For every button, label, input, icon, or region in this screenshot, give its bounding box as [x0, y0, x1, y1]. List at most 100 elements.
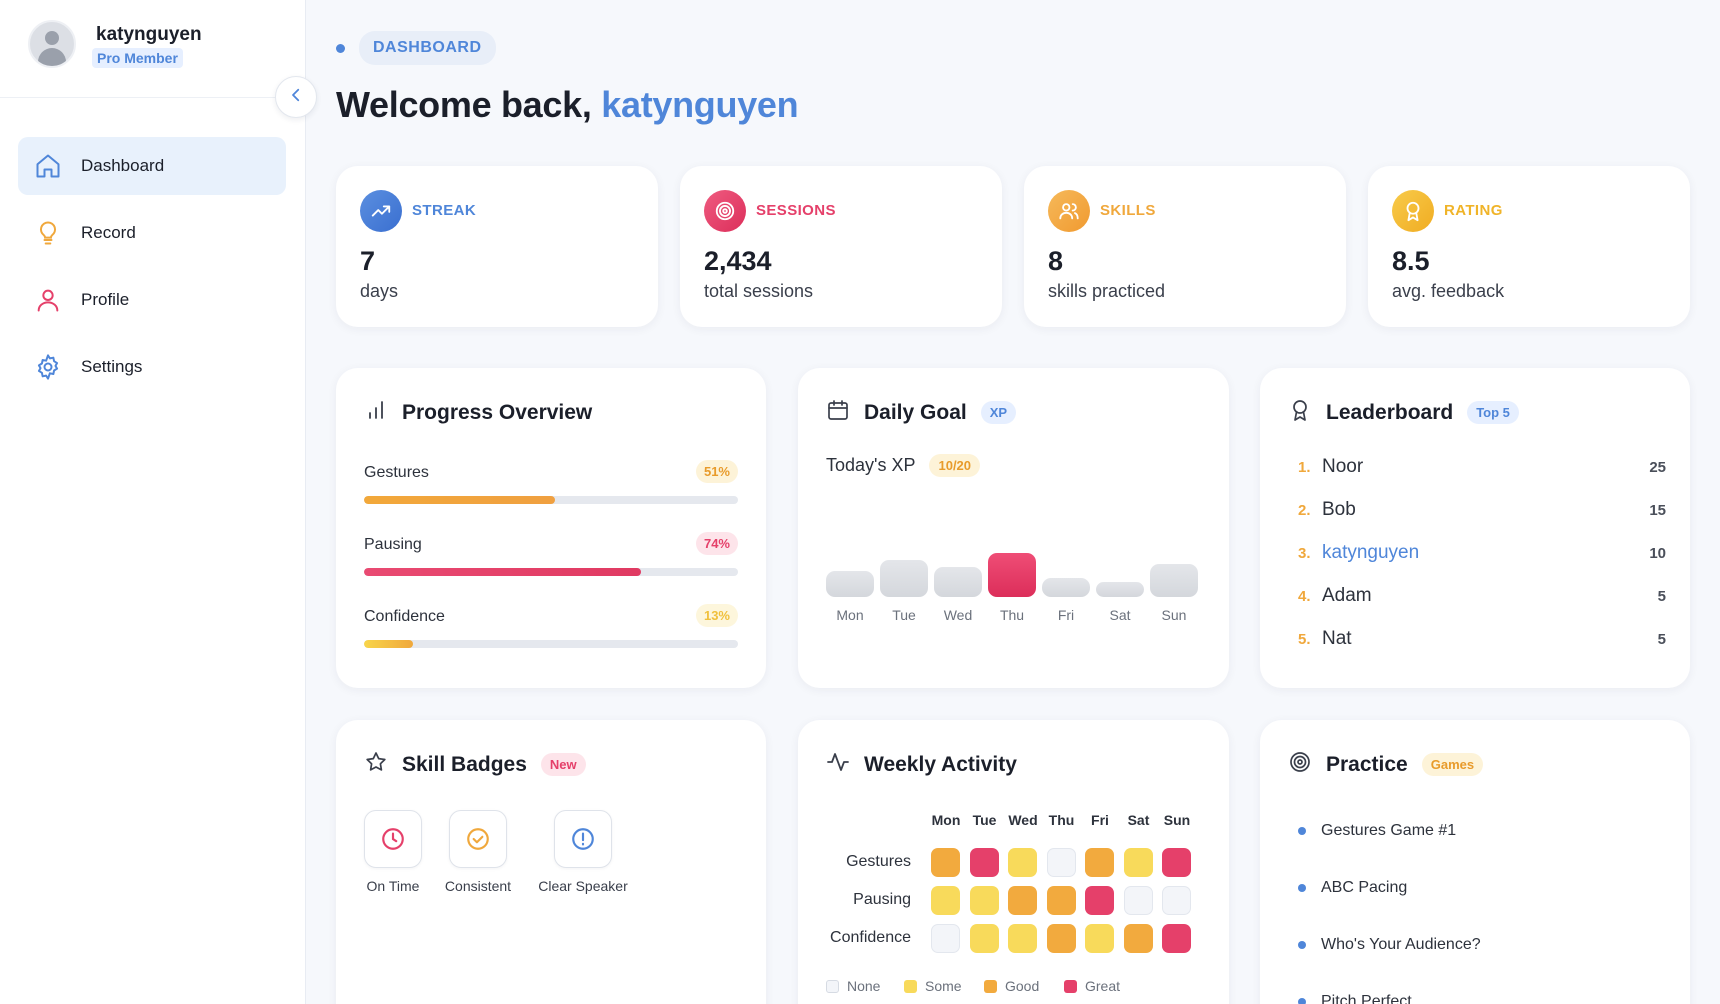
heatmap-cell[interactable] [931, 886, 960, 915]
practice-label: Pitch Perfect [1321, 993, 1412, 1004]
collapse-sidebar-button[interactable] [275, 76, 317, 118]
rank: 2. [1298, 501, 1311, 519]
target-icon [1288, 750, 1312, 779]
membership-badge: Pro Member [92, 48, 183, 68]
users-icon [1048, 190, 1090, 232]
player-name: katynguyen [1322, 542, 1420, 563]
heatmap-cell[interactable] [1162, 924, 1191, 953]
heatmap-cell[interactable] [1123, 924, 1153, 953]
heatmap-cell[interactable] [969, 886, 999, 915]
xp-bar-label: Mon [836, 607, 864, 623]
heatmap-cell[interactable] [1046, 886, 1076, 915]
practice-item[interactable]: Who's Your Audience? [1298, 936, 1481, 954]
heatmap-cell[interactable] [931, 848, 960, 877]
award-icon [1392, 190, 1434, 232]
legend-swatch [904, 979, 917, 993]
player-name: Noor [1322, 456, 1364, 477]
xp-bar-label: Sun [1161, 607, 1187, 623]
leaderboard-row[interactable]: 1. Noor 25 [1298, 456, 1666, 478]
stat-unit: total sessions [704, 281, 814, 301]
avatar[interactable] [28, 20, 76, 68]
leaderboard-row[interactable]: 4. Adam 5 [1298, 585, 1666, 607]
progress-fill [364, 640, 413, 648]
daily-goal-card: Daily Goal XP Today's XP 10/20 Mon Tue Wed… [798, 368, 1229, 688]
leaderboard-row[interactable]: 5. Nat 5 [1298, 628, 1666, 650]
check-circle-icon [449, 810, 507, 868]
heatmap-cell[interactable] [969, 924, 999, 953]
heatmap-cell[interactable] [1008, 848, 1037, 877]
nav-item-record[interactable]: Record [18, 204, 286, 262]
heatmap-cell[interactable] [1085, 848, 1114, 877]
badge-clear-speaker[interactable]: Clear Speaker [536, 810, 630, 894]
legend-label: Some [925, 978, 962, 994]
day-header: Thu [1048, 812, 1075, 828]
progress-row-gestures: Gestures 51% [364, 460, 738, 504]
heatmap-cell[interactable] [1162, 886, 1191, 915]
card-title: Practice [1326, 752, 1408, 776]
rank: 5. [1298, 630, 1311, 648]
card-header: Weekly Activity [826, 750, 1017, 779]
badge-consistent[interactable]: Consistent [440, 810, 516, 894]
award-icon [1288, 398, 1312, 427]
activity-row-label: Pausing [853, 891, 911, 908]
practice-label: Gestures Game #1 [1321, 822, 1457, 839]
xp-tag: XP [980, 401, 1017, 424]
day-header: Tue [972, 812, 997, 828]
progress-percent: 51% [695, 460, 738, 483]
progress-label: Confidence [364, 608, 445, 625]
heatmap-cell[interactable] [969, 848, 999, 877]
breadcrumb-dot [336, 43, 345, 53]
target-icon [704, 190, 746, 232]
xp-bar-sun [1150, 563, 1198, 597]
xp-bar-label: Thu [999, 607, 1025, 623]
leaderboard-row[interactable]: 2. Bob 15 [1298, 499, 1666, 521]
player-score: 15 [1649, 501, 1666, 519]
heatmap-cell[interactable] [1046, 848, 1076, 877]
nav-label: Dashboard [81, 156, 165, 175]
leaderboard-row-current-user[interactable]: 3. katynguyen 10 [1298, 542, 1666, 564]
user-icon [34, 286, 62, 314]
heatmap-cell[interactable] [1162, 848, 1191, 877]
badge-label: On Time [366, 878, 420, 894]
skill-badges-card: Skill Badges New On Time Consistent Clea… [336, 720, 766, 1004]
heatmap-cell[interactable] [1046, 924, 1076, 953]
heatmap-cell[interactable] [1123, 848, 1153, 877]
heatmap-cell[interactable] [1008, 886, 1037, 915]
stat-label: RATING [1444, 202, 1503, 219]
stat-value: 2,434 [704, 246, 772, 276]
xp-summary: Today's XP 10/20 [826, 454, 981, 477]
badge-on-time[interactable]: On Time [364, 810, 422, 894]
nav-item-dashboard[interactable]: Dashboard [18, 137, 286, 195]
practice-item[interactable]: Gestures Game #1 [1298, 822, 1456, 840]
activity-icon [826, 750, 850, 779]
day-header: Wed [1008, 812, 1038, 828]
xp-bar-label: Sat [1109, 607, 1131, 623]
bullet-dot [1298, 884, 1306, 892]
heatmap-cell[interactable] [1085, 924, 1114, 953]
badge-label: Clear Speaker [538, 878, 628, 894]
stat-unit: days [360, 281, 399, 301]
badge-label: Consistent [444, 878, 512, 894]
card-header: Progress Overview [364, 398, 592, 427]
practice-item[interactable]: ABC Pacing [1298, 879, 1407, 897]
progress-percent: 74% [695, 532, 738, 555]
breadcrumb-label: DASHBOARD [359, 31, 496, 65]
progress-track [364, 640, 738, 648]
trending-up-icon [360, 190, 402, 232]
practice-item[interactable]: Pitch Perfect [1298, 993, 1412, 1004]
username: katynguyen [96, 24, 202, 45]
stat-unit: avg. feedback [1392, 281, 1505, 301]
xp-bar-tue [880, 560, 928, 597]
xp-bar-label: Tue [892, 607, 916, 623]
heatmap-cell[interactable] [1008, 924, 1037, 953]
heatmap-cell[interactable] [931, 924, 960, 953]
activity-row-label: Confidence [830, 929, 911, 946]
heatmap-cell[interactable] [1085, 886, 1114, 915]
nav-item-settings[interactable]: Settings [18, 338, 286, 396]
heatmap-cell[interactable] [1123, 886, 1153, 915]
day-header: Sat [1127, 812, 1150, 828]
top-tag: Top 5 [1467, 401, 1519, 424]
nav-item-profile[interactable]: Profile [18, 271, 286, 329]
card-title: Weekly Activity [864, 752, 1017, 776]
legend-label: Good [1005, 978, 1040, 994]
